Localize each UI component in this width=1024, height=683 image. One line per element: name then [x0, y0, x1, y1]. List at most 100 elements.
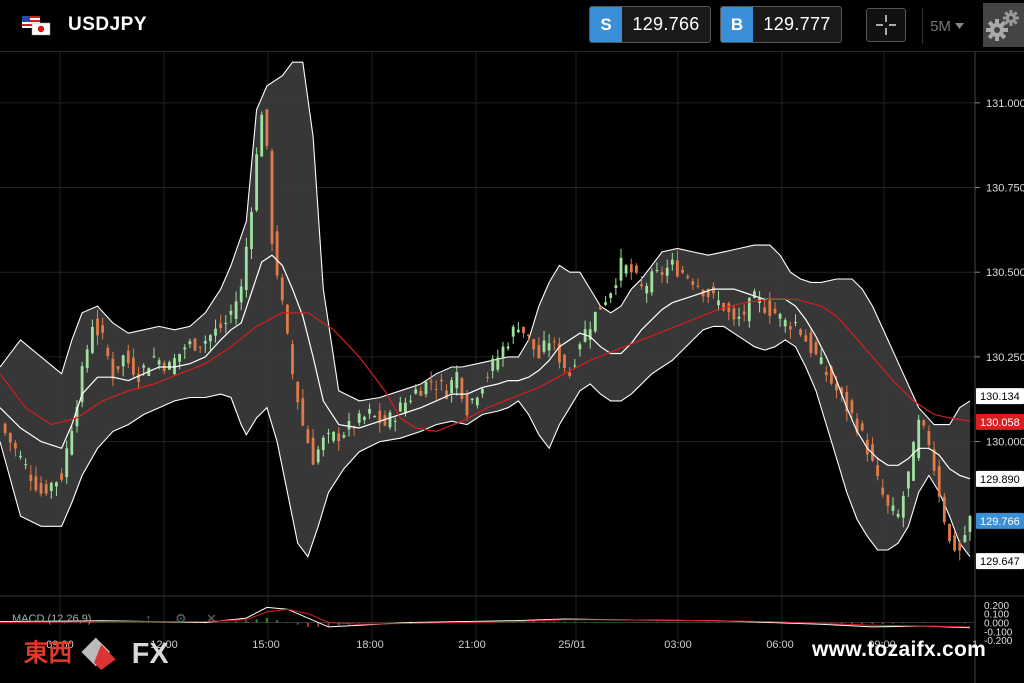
buy-price: 129.777 [763, 14, 831, 34]
candle-body [501, 346, 505, 359]
price-tag-label: 129.890 [980, 474, 1020, 486]
settings-button[interactable] [983, 3, 1024, 47]
candle-body [681, 269, 684, 273]
sell-tag: S [590, 7, 622, 42]
candle-body [655, 270, 659, 271]
candle-body [568, 372, 572, 376]
macd-histogram-bar [666, 622, 669, 623]
macd-histogram-bar [573, 621, 576, 623]
candle-body [763, 307, 767, 313]
candle-body [922, 420, 926, 426]
candle-body [912, 442, 915, 481]
candle-body [8, 433, 12, 443]
candle-body [496, 357, 500, 370]
candle-body [357, 413, 361, 423]
macd-histogram-bar [296, 622, 299, 625]
candle-body [794, 322, 797, 324]
candle-body [840, 387, 844, 395]
macd-histogram-bar [194, 622, 197, 624]
candle-body [650, 271, 654, 293]
macd-histogram-bar [717, 622, 720, 623]
candle-body [470, 398, 474, 401]
candle-body [717, 300, 720, 306]
candle-body [932, 449, 936, 471]
macd-histogram-bar [830, 622, 833, 624]
candle-body [434, 389, 438, 390]
macd-histogram-bar [963, 622, 966, 624]
sell-button[interactable]: S 129.766 [589, 6, 711, 43]
candle-body [537, 345, 541, 359]
candle-body [265, 109, 269, 146]
macd-histogram-bar [358, 622, 361, 624]
candle-body [455, 372, 459, 389]
candle-body [363, 416, 366, 421]
candle-body [491, 358, 495, 371]
candle-body [152, 356, 156, 358]
macd-histogram-bar [881, 622, 884, 624]
macd-histogram-bar [245, 620, 248, 623]
candle-body [573, 365, 577, 367]
macd-histogram-bar [614, 622, 617, 623]
macd-histogram-bar [276, 620, 279, 623]
candle-body [783, 320, 787, 327]
macd-histogram-bar [655, 622, 658, 623]
indicator-close-button[interactable]: ✕ [206, 611, 217, 626]
crosshair-button[interactable] [866, 8, 906, 42]
macd-histogram-bar [563, 621, 566, 623]
candle-body [927, 431, 931, 446]
candle-body [419, 391, 423, 396]
candle-body [121, 355, 125, 367]
price-chart[interactable]: 131.000 130.750 130.500 130.250 130.000 130.… [0, 52, 1024, 683]
macd-tick-label: 0.100 [984, 610, 1009, 621]
macd-histogram-bar [173, 622, 176, 623]
candle-layer [3, 108, 972, 561]
candle-body [275, 231, 279, 276]
candle-body [917, 419, 921, 459]
bollinger-middle-line [0, 254, 971, 480]
candle-body [291, 344, 294, 375]
candle-body [799, 329, 802, 335]
candle-body [896, 514, 900, 517]
candle-body [747, 297, 751, 322]
indicator-move-up-button[interactable]: ↑ [145, 611, 152, 626]
candle-body [645, 285, 649, 294]
candle-body [270, 151, 274, 244]
candle-body [881, 487, 885, 495]
buy-button[interactable]: B 129.777 [720, 6, 842, 43]
tozai-fx-logo: 東西 FX [24, 637, 169, 670]
candle-body [39, 483, 43, 494]
symbol-title: USDJPY [68, 14, 148, 35]
macd-histogram-bar [235, 621, 238, 623]
candle-body [676, 260, 679, 277]
candle-body [552, 341, 556, 343]
price-tag-box [976, 413, 1024, 430]
price-tag-box [976, 512, 1024, 529]
candle-body [635, 265, 638, 273]
price-tag-label: 130.058 [980, 417, 1020, 429]
candle-body [49, 483, 53, 491]
macd-histogram-bar [163, 622, 166, 623]
candle-body [727, 303, 731, 313]
candle-body [280, 277, 284, 301]
candle-body [686, 276, 690, 278]
macd-histogram-bar [553, 621, 556, 623]
candle-body [24, 464, 28, 466]
candle-body [691, 281, 695, 285]
indicator-settings-button[interactable]: ⚙ [175, 611, 187, 626]
macd-histogram-bar [686, 622, 689, 623]
macd-histogram-bar [532, 621, 535, 623]
candle-body [465, 394, 469, 416]
candle-body [522, 326, 525, 334]
macd-line [0, 606, 971, 629]
macd-histogram-bar [696, 622, 699, 623]
macd-histogram-bar [327, 622, 330, 627]
timeframe-selector[interactable]: 5M [922, 8, 971, 44]
candle-body [429, 381, 433, 383]
price-tag-label: 129.766 [980, 516, 1020, 528]
candle-body [168, 362, 171, 370]
candle-body [3, 423, 7, 434]
candle-body [599, 306, 602, 310]
crosshair-icon [876, 15, 896, 35]
macd-histogram-bar [625, 622, 628, 623]
